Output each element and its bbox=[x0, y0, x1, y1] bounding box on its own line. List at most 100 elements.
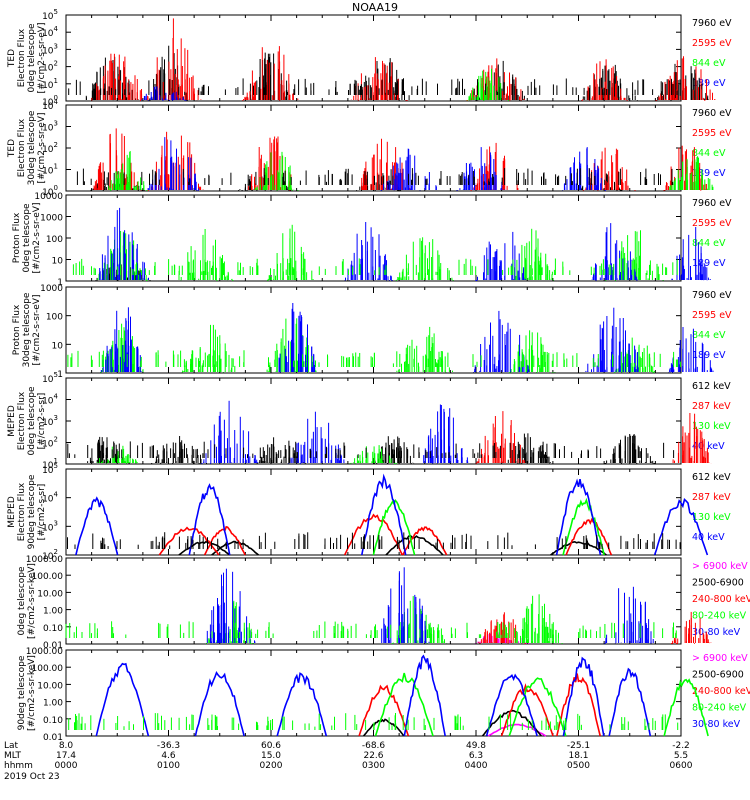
y-tick-label: 1.00 bbox=[43, 699, 63, 709]
data-line bbox=[485, 673, 538, 737]
series-240-800-kev bbox=[478, 611, 712, 644]
legend-entry: 189 eV bbox=[692, 350, 726, 361]
y-tick-label: 10 bbox=[52, 257, 64, 267]
legend-entry: 2595 eV bbox=[692, 38, 732, 49]
legend-entry: 2500-6900 bbox=[692, 670, 744, 681]
y-axis-label: 0deg telescope bbox=[17, 566, 27, 636]
series-287-kev bbox=[475, 411, 712, 464]
series-287-kev bbox=[158, 513, 613, 556]
legend-entry: 40 keV bbox=[692, 441, 725, 452]
data-line bbox=[653, 497, 709, 556]
y-tick-label: 1 bbox=[57, 278, 63, 288]
data-line bbox=[194, 670, 245, 737]
legend-entry: 30-80 keV bbox=[692, 627, 741, 638]
noise bbox=[76, 168, 674, 185]
x-tick-mlt: 22.6 bbox=[363, 751, 383, 761]
y-axis-label: 30deg telescope bbox=[22, 292, 32, 367]
y-tick-label: 100.00 bbox=[32, 572, 64, 582]
data-line bbox=[95, 662, 150, 737]
x-tick-lat: 49.8 bbox=[466, 741, 486, 751]
data-line bbox=[500, 683, 554, 737]
series-40-kev bbox=[75, 473, 709, 556]
y-axis-label: MEPED bbox=[7, 496, 17, 528]
y-axis-label: Electron Flux bbox=[17, 118, 27, 177]
y-tick-label: 100 bbox=[46, 313, 63, 323]
y-axis-label: 0deg telescope bbox=[22, 203, 32, 273]
x-tick-hhmm: 0500 bbox=[567, 761, 590, 771]
y-axis-label: TED bbox=[7, 139, 17, 158]
x-tick-lat: -68.6 bbox=[362, 741, 386, 751]
x-tick-mlt: 4.6 bbox=[161, 751, 176, 761]
x-tick-hhmm: 0200 bbox=[260, 761, 283, 771]
legend-entry: 240-800 keV bbox=[692, 594, 750, 605]
y-tick-label: 105 bbox=[42, 8, 58, 22]
y-tick-label: 1 bbox=[57, 370, 63, 380]
y-tick-label: 1000.00 bbox=[26, 647, 63, 657]
series-189-ev bbox=[141, 86, 187, 101]
data-line bbox=[75, 496, 119, 556]
y-axis-label: [#/cm2-s-sr] bbox=[37, 484, 47, 541]
y-axis-label: TED bbox=[7, 49, 17, 68]
x-date: 2019 Oct 23 bbox=[4, 772, 60, 782]
legend-entry: > 6900 keV bbox=[692, 653, 748, 664]
legend-entry: 30-80 keV bbox=[692, 719, 741, 730]
y-axis-label: Electron Flux bbox=[17, 482, 27, 541]
series-189-ev bbox=[147, 137, 606, 191]
data-line bbox=[663, 678, 709, 737]
y-tick-label: 10.00 bbox=[37, 589, 63, 599]
y-axis-label: 0deg telescope bbox=[27, 23, 37, 93]
series-30-80-kev bbox=[206, 567, 654, 644]
data-line bbox=[276, 672, 328, 737]
legend-entry: 189 eV bbox=[692, 258, 726, 269]
panel-frame bbox=[65, 194, 682, 282]
legend-entry: 189 eV bbox=[692, 78, 726, 89]
x-tick-hhmm: 0100 bbox=[157, 761, 180, 771]
y-tick-label: 10000 bbox=[34, 192, 63, 202]
data-line bbox=[178, 540, 231, 556]
y-tick-label: 1000.00 bbox=[26, 555, 63, 565]
x-row-label-hhmm: hhmm bbox=[4, 761, 33, 771]
data-line bbox=[343, 513, 404, 556]
legend-entry: 287 keV bbox=[692, 401, 731, 412]
legend-entry: 844 eV bbox=[692, 330, 726, 341]
data-line bbox=[403, 654, 446, 737]
series-844-ev bbox=[100, 318, 655, 373]
y-tick-label: 100 bbox=[46, 235, 63, 245]
x-tick-hhmm: 0300 bbox=[362, 761, 385, 771]
legend-entry: 80-240 keV bbox=[692, 611, 747, 622]
x-tick-mlt: 5.5 bbox=[674, 751, 688, 761]
noise bbox=[67, 441, 675, 458]
series-612-kev bbox=[87, 433, 655, 464]
y-tick-label: 1.00 bbox=[43, 607, 63, 617]
legend-entry: 2595 eV bbox=[692, 310, 732, 321]
noise bbox=[67, 532, 681, 549]
y-tick-label: 0.01 bbox=[43, 733, 63, 743]
data-line bbox=[562, 656, 605, 737]
x-tick-hhmm: 0600 bbox=[670, 761, 693, 771]
y-axis-label: MEPED bbox=[7, 405, 17, 437]
y-tick-label: 10 bbox=[52, 341, 64, 351]
data-line bbox=[608, 667, 652, 737]
panel-4: 1 10 100 1000 Proton Flux 30deg telescope [#/c… bbox=[12, 284, 732, 380]
noise bbox=[72, 258, 678, 275]
data-line bbox=[158, 526, 220, 556]
y-axis-label: [#/cm2-s-sr-keV] bbox=[27, 655, 37, 731]
y-tick-label: 0.10 bbox=[43, 624, 63, 634]
y-axis-label: [#/cm2-s-sr-eV] bbox=[32, 203, 42, 274]
y-axis-label: 0deg telescope bbox=[27, 386, 37, 456]
y-axis-label: [#/cm2-s-sr-eV] bbox=[37, 23, 47, 94]
legend-entry: 240-800 keV bbox=[692, 686, 750, 697]
legend-entry: 287 keV bbox=[692, 492, 731, 503]
y-axis-label: Electron Flux bbox=[17, 28, 27, 87]
data-line bbox=[402, 526, 448, 556]
x-tick-lat: 8.0 bbox=[59, 741, 74, 751]
data-line bbox=[556, 673, 601, 737]
y-axis-label: Electron Flux bbox=[17, 391, 27, 450]
noise bbox=[67, 350, 681, 367]
legend-entry: 844 eV bbox=[692, 148, 726, 159]
x-tick-lat: 60.6 bbox=[261, 741, 281, 751]
